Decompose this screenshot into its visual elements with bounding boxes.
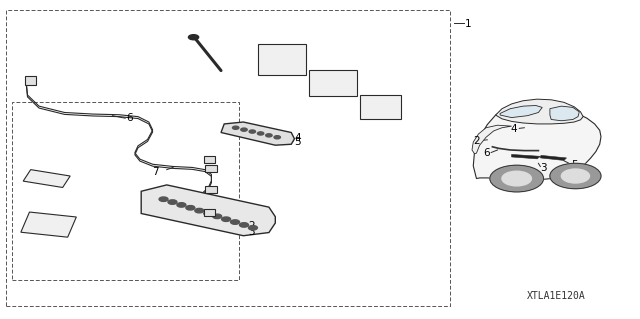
Circle shape	[257, 132, 264, 135]
Circle shape	[186, 205, 195, 210]
Text: 5: 5	[294, 137, 301, 147]
Bar	[12, 102, 239, 280]
Circle shape	[221, 217, 230, 221]
Bar	[205, 186, 216, 193]
Circle shape	[550, 163, 601, 189]
Circle shape	[159, 197, 168, 201]
Circle shape	[239, 223, 248, 227]
Bar	[258, 44, 306, 75]
Polygon shape	[500, 106, 542, 118]
Text: 6: 6	[127, 113, 133, 122]
Polygon shape	[141, 185, 275, 236]
Circle shape	[561, 169, 589, 183]
Polygon shape	[472, 125, 511, 154]
Circle shape	[230, 220, 239, 224]
Polygon shape	[221, 122, 294, 145]
Polygon shape	[473, 105, 601, 180]
Bar	[204, 209, 215, 216]
Text: 2: 2	[248, 221, 255, 231]
Text: 1: 1	[465, 19, 472, 29]
Circle shape	[248, 226, 257, 230]
Circle shape	[241, 128, 247, 131]
Circle shape	[195, 208, 204, 213]
Circle shape	[266, 134, 272, 137]
Circle shape	[490, 165, 543, 192]
Circle shape	[168, 200, 177, 204]
Bar	[25, 76, 36, 85]
Text: 4: 4	[510, 124, 516, 134]
Text: 6: 6	[483, 148, 490, 159]
Text: 5: 5	[571, 160, 577, 170]
Circle shape	[177, 203, 186, 207]
Text: 4: 4	[294, 133, 301, 143]
Polygon shape	[550, 106, 579, 121]
Circle shape	[502, 171, 531, 186]
Text: 3: 3	[248, 227, 255, 237]
Bar	[360, 95, 401, 120]
Bar	[205, 165, 216, 172]
Bar	[23, 170, 70, 188]
Text: 3: 3	[540, 163, 547, 173]
Bar	[21, 212, 76, 237]
Circle shape	[188, 35, 198, 40]
Bar	[6, 10, 450, 306]
Bar	[309, 70, 356, 96]
Circle shape	[212, 214, 221, 219]
Polygon shape	[495, 99, 583, 124]
Polygon shape	[511, 154, 540, 159]
Circle shape	[232, 126, 239, 129]
Circle shape	[274, 136, 280, 139]
Text: 2: 2	[473, 136, 479, 146]
Circle shape	[204, 211, 212, 216]
Text: XTLA1E120A: XTLA1E120A	[527, 291, 586, 301]
Text: 7: 7	[152, 167, 159, 177]
Polygon shape	[540, 155, 566, 160]
Bar	[204, 156, 215, 163]
Circle shape	[249, 130, 255, 133]
